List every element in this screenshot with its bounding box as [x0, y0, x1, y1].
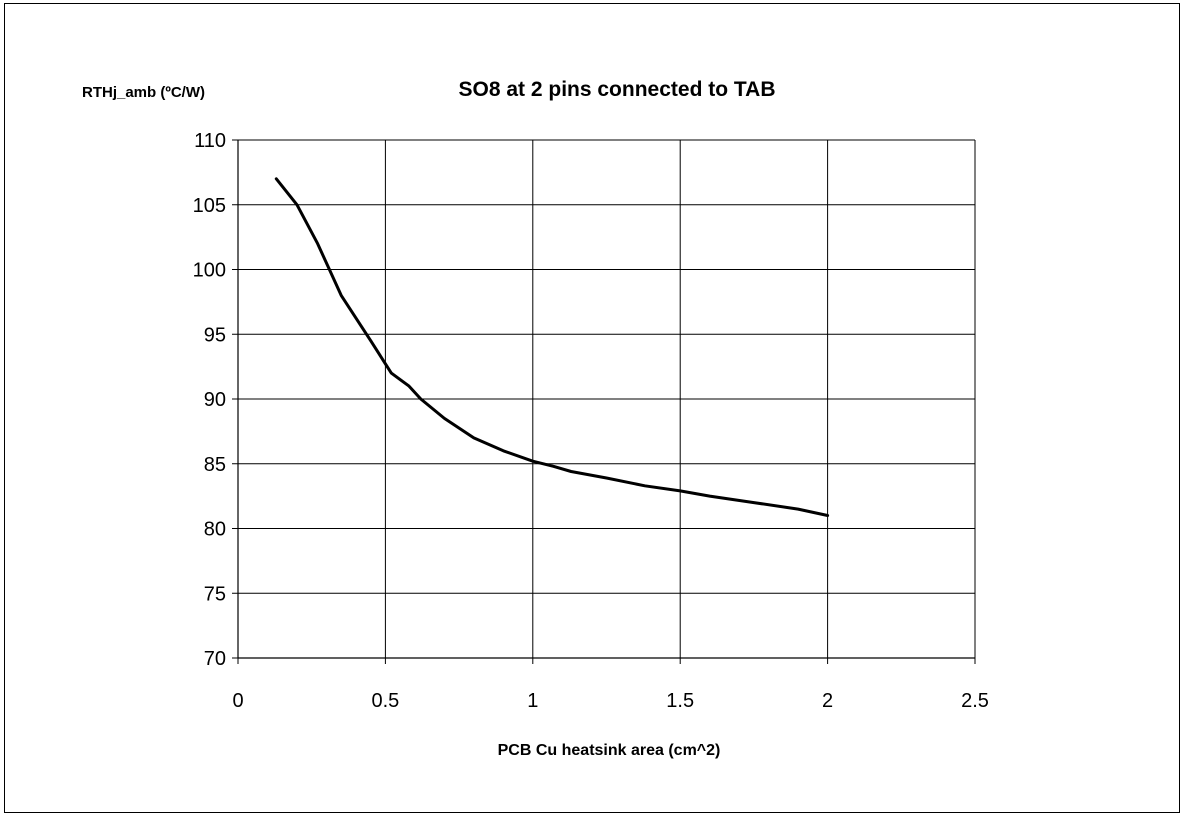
x-tick-label: 0.5 — [371, 690, 399, 712]
line-chart: SO8 at 2 pins connected to TAB RTHj_amb … — [82, 78, 989, 759]
y-tick-label: 100 — [193, 260, 226, 282]
series-group — [274, 177, 830, 517]
y-tick-label: 110 — [194, 130, 226, 152]
x-tick-label: 2 — [822, 690, 833, 712]
y-tick-label: 95 — [204, 324, 226, 346]
x-tick-label: 1.5 — [666, 690, 694, 712]
y-tick-label: 85 — [204, 454, 226, 476]
y-axis-label: RTHj_amb (ºC/W) — [82, 84, 205, 101]
y-tick-label: 105 — [193, 195, 226, 217]
x-tick-label: 1 — [527, 690, 538, 712]
gridlines — [237, 139, 976, 659]
axes — [232, 139, 976, 664]
x-axis-label: PCB Cu heatsink area (cm^2) — [498, 742, 721, 759]
series-line — [274, 177, 830, 517]
y-tick-label: 75 — [204, 583, 226, 605]
tick-labels: 70 75 80 85 90 95 100 105 110 0 0.5 1 1.5 2 2.5 — [193, 130, 989, 712]
x-tick-label: 0 — [232, 690, 243, 712]
chart-title: SO8 at 2 pins connected to TAB — [459, 78, 776, 101]
y-tick-label: 80 — [204, 519, 226, 541]
y-tick-label: 70 — [204, 648, 226, 670]
chart-frame: SO8 at 2 pins connected to TAB RTHj_amb … — [4, 3, 1180, 813]
y-tick-label: 90 — [204, 389, 226, 411]
x-tick-label: 2.5 — [961, 690, 989, 712]
